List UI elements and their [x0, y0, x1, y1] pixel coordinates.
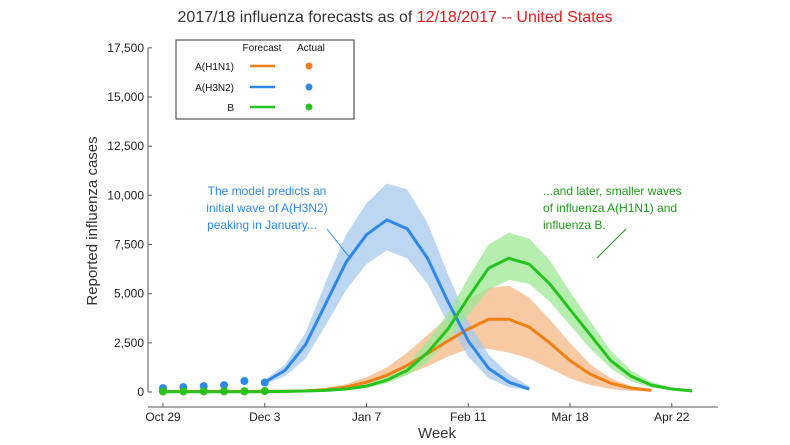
actual-point-a-h3n2 — [220, 381, 229, 390]
y-tick-label: 5,000 — [114, 287, 144, 301]
x-tick-label: Dec 3 — [249, 410, 281, 424]
y-ticks: 0 2,500 5,000 7,500 10,000 12,500 15,000 17,500 — [107, 41, 152, 399]
x-axis-title: Week — [418, 425, 457, 442]
legend-point-h3n2 — [305, 83, 313, 91]
x-tick-label: Mar 18 — [551, 410, 589, 424]
chart-title: 2017/18 influenza forecasts as of 12/18/… — [178, 9, 613, 26]
annotation-later-line-3: influenza B. — [543, 218, 606, 232]
x-tick-label: Jan 7 — [352, 410, 382, 424]
legend-header-actual: Actual — [297, 43, 325, 54]
annotation-later-line-1: ...and later, smaller waves — [543, 184, 682, 198]
y-tick-label: 15,000 — [107, 90, 144, 104]
actual-point-b — [260, 387, 269, 396]
actual-point-b — [240, 387, 249, 396]
y-tick-label: 0 — [137, 385, 144, 399]
annotation-later-pointer — [596, 228, 627, 259]
annotation-h3n2-line-1: The model predicts an — [208, 184, 327, 198]
x-tick-label: Oct 29 — [145, 410, 181, 424]
annotation-h3n2-line-2: initial wave of A(H3N2) — [206, 201, 327, 215]
annotation-h3n2-pointer — [326, 228, 351, 259]
y-tick-label: 2,500 — [114, 336, 144, 350]
legend-header-forecast: Forecast — [243, 43, 282, 54]
actual-point-a-h3n2 — [260, 378, 269, 387]
y-tick-label: 7,500 — [114, 238, 144, 252]
legend-label-h1n1: A(H1N1) — [195, 62, 234, 73]
actual-point-a-h3n2 — [240, 376, 249, 385]
actual-point-b — [179, 387, 188, 396]
y-tick-label: 12,500 — [107, 139, 144, 153]
uncertainty-bands — [163, 183, 693, 392]
legend-label-b: B — [227, 103, 234, 114]
x-tick-label: Feb 11 — [450, 410, 487, 424]
actual-point-b — [199, 387, 208, 396]
band-a-h1n1 — [163, 285, 652, 392]
line-a-h3n2 — [263, 218, 530, 391]
legend-point-b — [305, 103, 313, 111]
title-date: 12/18/2017 — [417, 9, 497, 26]
legend-point-h1n1 — [305, 62, 313, 70]
annotation-h3n2-line-3: peaking in January... — [207, 218, 317, 232]
x-tick-label: Apr 22 — [654, 410, 690, 424]
x-ticks: Oct 29 Dec 3 Jan 7 Feb 11 Mar 18 Apr 22 — [145, 403, 690, 424]
band-a-h3n2 — [264, 183, 530, 391]
line-b — [163, 256, 693, 394]
title-prefix: 2017/18 influenza forecasts as of — [178, 9, 417, 26]
title-suffix: -- United States — [497, 9, 613, 26]
y-axis-title: Reported influenza cases — [84, 136, 101, 305]
y-tick-label: 10,000 — [107, 188, 144, 202]
annotation-h3n2: The model predicts an initial wave of A(… — [206, 184, 351, 259]
y-tick-label: 17,500 — [107, 41, 144, 55]
actual-points — [159, 376, 269, 396]
annotation-later-waves: ...and later, smaller waves of influenza… — [543, 184, 682, 259]
actual-point-b — [220, 387, 229, 396]
legend: Forecast Actual A(H1N1) A(H3N2) B — [175, 39, 355, 120]
annotation-later-line-2: of influenza A(H1N1) and — [543, 201, 677, 215]
legend-label-h3n2: A(H3N2) — [195, 83, 234, 94]
band-b — [163, 232, 693, 392]
actual-point-b — [159, 387, 167, 396]
